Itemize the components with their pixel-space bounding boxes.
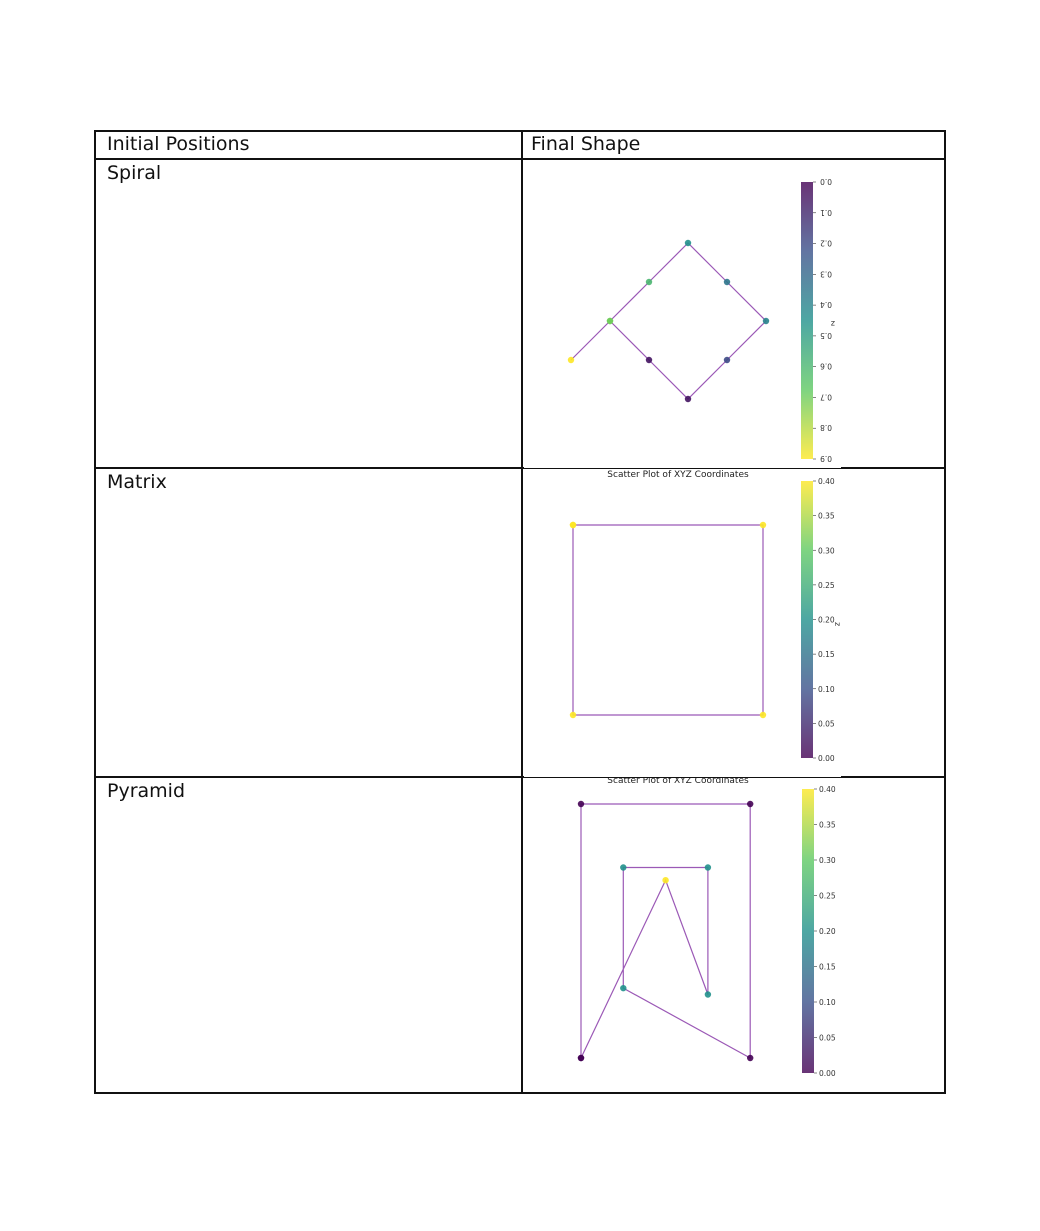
spiral-point-9 (606, 317, 614, 325)
pyramid-colorbar-tick-label: 0.35 (819, 821, 836, 830)
spiral-path-line (570, 242, 767, 400)
matrix-point-1 (759, 521, 767, 529)
pyramid-point-1 (577, 800, 585, 808)
matrix-colorbar-tick-label: 0.30 (818, 546, 835, 555)
pyramid-colorbar-tick-label: 0.10 (819, 998, 836, 1007)
spiral-colorbar-tick-label: 0.4 (820, 300, 832, 309)
matrix-colorbar-tick-label: 0.15 (818, 650, 835, 659)
spiral-colorbar-tick-label: 0.1 (820, 208, 832, 217)
matrix-colorbar-tick-label: 0.20 (818, 616, 835, 625)
matrix-colorbar-tick-label: 0.00 (818, 754, 835, 763)
row-divider-2 (96, 776, 944, 778)
spiral-point-2 (645, 278, 653, 286)
pyramid-path-line (580, 803, 751, 1060)
matrix-colorbar (801, 481, 813, 758)
matrix-colorbar-label: z (833, 622, 841, 626)
row-divider-1 (96, 467, 944, 469)
spiral-colorbar-tick-label: 0.3 (820, 269, 832, 278)
spiral-point-0 (567, 356, 575, 364)
spiral-colorbar-label: z (831, 319, 835, 328)
pyramid-point-8 (662, 877, 669, 884)
row-label-matrix: Matrix (107, 471, 167, 493)
spiral-colorbar-tick-label: 0.7 (820, 392, 832, 401)
pyramid-colorbar-tick-label: 0.15 (819, 963, 836, 972)
row-label-pyramid: Pyramid (107, 780, 186, 802)
spiral-point-7 (684, 395, 692, 403)
spiral-point-5 (762, 317, 770, 325)
matrix-plot-title: Scatter Plot of XYZ Coordinates (607, 470, 749, 480)
spiral-colorbar (801, 182, 813, 459)
pyramid-point-4 (620, 984, 627, 992)
header-final-shape: Final Shape (531, 133, 641, 155)
matrix-colorbar-tick-label: 0.40 (818, 477, 835, 486)
pyramid-colorbar (802, 789, 814, 1073)
pyramid-plot-area (577, 800, 754, 1062)
row-label-spiral: Spiral (107, 162, 162, 184)
plot-background (524, 160, 841, 468)
pyramid-colorbar-ticks: 0.40 0.35 0.30 0.25 0.20 0.15 0.10 0.05 0.00 (814, 785, 836, 1078)
pyramid-colorbar-tick-label: 0.40 (819, 785, 836, 794)
matrix-colorbar-ticks: 0.40 0.35 0.30 0.25 0.20 0.15 0.10 0.05 0.00 (813, 477, 835, 763)
spiral-colorbar-ticks: 0.0 0.1 0.2 0.3 0.4 0.5 0.6 0.7 0.8 0.9 (813, 177, 832, 463)
spiral-scatter-plot: 0.0 0.1 0.2 0.3 0.4 0.5 0.6 0.7 0.8 0.9 z Scatter… (524, 160, 841, 468)
matrix-plot-area (569, 521, 767, 719)
pyramid-colorbar-tick-label: 0.25 (819, 892, 836, 901)
pyramid-point-5 (620, 864, 627, 871)
pyramid-point-9 (577, 1054, 585, 1062)
pyramid-point-2 (747, 800, 754, 808)
column-divider (521, 132, 523, 1092)
matrix-colorbar-tick-label: 0.05 (818, 719, 835, 728)
matrix-point-2 (759, 711, 767, 719)
spiral-colorbar-tick-label: 0.2 (820, 239, 832, 248)
spiral-mirrored-title: Scatter Plot of XYZ Coordinates (607, 465, 749, 468)
spiral-point-6 (723, 356, 731, 364)
spiral-colorbar-tick-label: 0.6 (820, 362, 832, 371)
spiral-colorbar-tick-label: 0.0 (820, 177, 832, 186)
pyramid-point-7 (704, 991, 712, 998)
results-table: Initial Positions Final Shape Spiral Mat… (94, 130, 946, 1094)
plot-background (524, 469, 841, 777)
spiral-plot-area (567, 239, 770, 403)
matrix-point-4 (569, 521, 577, 529)
pyramid-point-3 (747, 1054, 754, 1062)
spiral-point-3 (684, 239, 692, 247)
pyramid-colorbar-tick-label: 0.05 (819, 1034, 836, 1043)
header-initial-positions: Initial Positions (107, 133, 250, 155)
spiral-colorbar-tick-label: 0.8 (820, 423, 832, 432)
pyramid-colorbar-tick-label: 0.20 (819, 927, 836, 936)
matrix-colorbar-tick-label: 0.10 (818, 685, 835, 694)
pyramid-point-6 (704, 864, 712, 871)
header-divider (96, 158, 944, 160)
matrix-colorbar-tick-label: 0.35 (818, 512, 835, 521)
pyramid-scatter-plot: Scatter Plot of XYZ Coordinates 0.40 0.35… (524, 778, 841, 1086)
matrix-scatter-plot: Scatter Plot of XYZ Coordinates 0.40 0.35… (524, 469, 841, 777)
plot-background (524, 778, 841, 1086)
matrix-colorbar-tick-label: 0.25 (818, 581, 835, 590)
spiral-point-8 (645, 356, 653, 364)
pyramid-colorbar-tick-label: 0.30 (819, 856, 836, 865)
matrix-point-3 (569, 711, 577, 719)
spiral-colorbar-tick-label: 0.5 (820, 331, 832, 340)
pyramid-colorbar-tick-label: 0.00 (819, 1069, 836, 1078)
spiral-point-4 (723, 278, 731, 286)
pyramid-plot-title: Scatter Plot of XYZ Coordinates (607, 778, 749, 786)
spiral-colorbar-tick-label: 0.9 (820, 454, 832, 463)
